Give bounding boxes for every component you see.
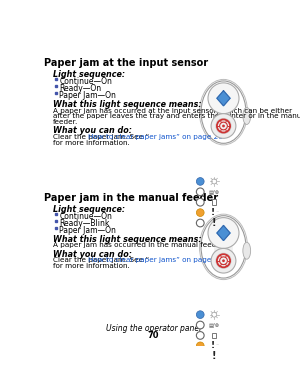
Text: Paper jam at the input sensor: Paper jam at the input sensor xyxy=(44,58,208,68)
Circle shape xyxy=(196,198,204,206)
Text: Paper jam in the manual feeder: Paper jam in the manual feeder xyxy=(44,193,218,203)
Circle shape xyxy=(212,312,217,317)
FancyBboxPatch shape xyxy=(214,243,233,254)
Circle shape xyxy=(222,259,225,262)
Polygon shape xyxy=(217,226,230,240)
FancyBboxPatch shape xyxy=(212,333,216,338)
Text: ▤/⊗: ▤/⊗ xyxy=(208,322,220,328)
Text: Continue—On: Continue—On xyxy=(59,77,112,86)
Circle shape xyxy=(196,321,204,329)
Circle shape xyxy=(212,179,217,184)
FancyBboxPatch shape xyxy=(212,199,216,205)
Circle shape xyxy=(196,209,204,216)
Text: A paper jam has occurred at the input sensor, which can be either: A paper jam has occurred at the input se… xyxy=(53,107,292,114)
Text: ˜: ˜ xyxy=(215,211,218,216)
Text: Paper Jam—On: Paper Jam—On xyxy=(59,91,116,100)
Text: after the paper leaves the tray and enters the printer or in the manual: after the paper leaves the tray and ente… xyxy=(53,113,300,119)
Text: !: ! xyxy=(212,218,217,228)
Circle shape xyxy=(211,249,236,273)
Circle shape xyxy=(208,217,239,249)
Circle shape xyxy=(196,331,204,339)
Text: ˜: ˜ xyxy=(215,345,218,349)
Text: feeder.: feeder. xyxy=(53,119,78,125)
Circle shape xyxy=(196,311,204,319)
Text: 70: 70 xyxy=(148,331,160,340)
Circle shape xyxy=(196,342,204,350)
Text: Using the operator panel: Using the operator panel xyxy=(106,324,201,333)
Text: What this light sequence means:: What this light sequence means: xyxy=(53,235,202,244)
Text: How to clear paper jams” on page 26: How to clear paper jams” on page 26 xyxy=(88,257,223,263)
Ellipse shape xyxy=(243,242,250,259)
Text: for more information.: for more information. xyxy=(53,263,130,269)
Text: What you can do:: What you can do: xyxy=(53,126,132,135)
Circle shape xyxy=(222,124,225,127)
Text: ▤/⊗: ▤/⊗ xyxy=(208,189,220,194)
Circle shape xyxy=(196,188,204,196)
Text: How to clear paper jams” on page 26: How to clear paper jams” on page 26 xyxy=(88,134,223,140)
Text: Ready—On: Ready—On xyxy=(59,84,101,93)
Text: Clear the paper jam. See “: Clear the paper jam. See “ xyxy=(53,257,149,263)
Text: !: ! xyxy=(211,208,215,217)
Circle shape xyxy=(196,352,204,360)
Ellipse shape xyxy=(243,107,250,124)
Text: Ready—Blink: Ready—Blink xyxy=(59,219,110,228)
Text: Light sequence:: Light sequence: xyxy=(53,205,125,214)
FancyBboxPatch shape xyxy=(214,108,233,119)
Circle shape xyxy=(208,83,239,114)
Text: !: ! xyxy=(211,341,215,350)
Circle shape xyxy=(216,118,231,134)
Text: Clear the paper jam. See “: Clear the paper jam. See “ xyxy=(53,134,149,140)
Text: A paper jam has occurred in the manual feeder.: A paper jam has occurred in the manual f… xyxy=(53,242,226,248)
Circle shape xyxy=(211,114,236,138)
Circle shape xyxy=(196,219,204,227)
Circle shape xyxy=(216,253,231,268)
Text: Light sequence:: Light sequence: xyxy=(53,70,125,79)
Text: Paper Jam—On: Paper Jam—On xyxy=(59,226,116,235)
Circle shape xyxy=(196,178,204,185)
Text: Continue—On: Continue—On xyxy=(59,212,112,221)
Text: What this light sequence means:: What this light sequence means: xyxy=(53,100,202,109)
Polygon shape xyxy=(217,91,230,106)
Text: !: ! xyxy=(212,351,217,361)
Text: What you can do:: What you can do: xyxy=(53,250,132,259)
Text: for more information.: for more information. xyxy=(53,140,130,146)
